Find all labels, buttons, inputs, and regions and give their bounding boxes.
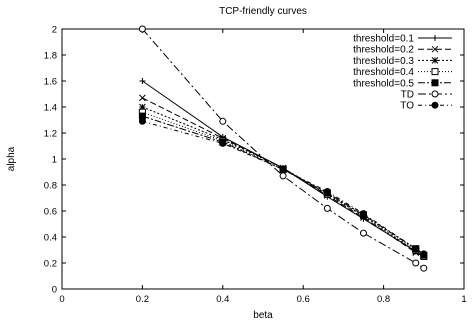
data-point (420, 264, 428, 272)
legend-label: threshold=0.5 (353, 78, 414, 89)
legend-label: TO (400, 101, 414, 112)
legend-marker (431, 68, 439, 76)
data-point (360, 229, 367, 237)
data-point (323, 204, 331, 212)
y-axis: 0 0.2 0.4 0.6 0.8 1 1.2 1.4 1.6 1.8 2 (44, 25, 464, 296)
data-point (412, 259, 420, 267)
y-tick-label: 1 (52, 155, 57, 166)
series-6 (138, 117, 428, 258)
legend-entry: TD (401, 90, 452, 101)
series-2 (139, 103, 428, 260)
legend-marker (431, 101, 439, 109)
legend-label: threshold=0.3 (353, 56, 414, 67)
legend-marker (431, 45, 439, 53)
y-tick-label: 0.8 (44, 181, 57, 192)
legend-entry: threshold=0.4 (353, 67, 452, 78)
x-tick-label: 1 (461, 294, 466, 305)
legend-marker (432, 35, 438, 41)
series-group (138, 25, 428, 272)
y-tick-label: 1.6 (44, 77, 57, 88)
data-point (360, 210, 367, 218)
legend-label: threshold=0.2 (353, 45, 414, 56)
series-line (142, 120, 425, 255)
data-point (139, 78, 146, 84)
series-3 (138, 108, 428, 260)
legend-marker (431, 79, 439, 87)
legend-entry: threshold=0.5 (353, 78, 452, 89)
data-point (139, 94, 146, 102)
x-axis-label: beta (253, 310, 273, 321)
y-tick-label: 1.8 (44, 51, 57, 62)
data-point (323, 188, 331, 195)
data-point (219, 139, 227, 147)
data-point (138, 25, 146, 33)
y-tick-label: 0.2 (44, 259, 57, 270)
x-tick-label: 0.8 (377, 294, 390, 305)
y-tick-label: 0 (52, 285, 57, 296)
x-tick-label: 0 (59, 294, 64, 305)
legend-label: TD (401, 90, 414, 101)
legend: threshold=0.1threshold=0.2threshold=0.3t… (353, 34, 452, 112)
data-point (219, 117, 227, 125)
series-line (142, 111, 425, 257)
legend-entry: TO (400, 101, 452, 112)
chart-title: TCP-friendly curves (219, 6, 307, 17)
y-tick-label: 0.6 (44, 207, 57, 218)
data-point (412, 245, 420, 253)
data-point (279, 165, 287, 173)
series-4 (138, 112, 428, 259)
series-line (142, 115, 425, 256)
legend-entry: threshold=0.1 (353, 34, 452, 45)
data-point (279, 172, 287, 180)
y-tick-label: 2 (52, 25, 57, 36)
x-tick-label: 0.4 (216, 294, 229, 305)
y-tick-label: 0.4 (44, 233, 57, 244)
x-tick-label: 0.2 (136, 294, 149, 305)
legend-label: threshold=0.1 (353, 34, 414, 45)
legend-entry: threshold=0.3 (353, 56, 452, 67)
legend-label: threshold=0.4 (353, 67, 414, 78)
series-5 (138, 25, 428, 272)
data-point (138, 117, 146, 125)
legend-entry: threshold=0.2 (353, 45, 452, 56)
data-point (420, 250, 428, 258)
legend-marker (431, 90, 439, 98)
legend-marker (431, 57, 439, 64)
x-tick-label: 0.6 (297, 294, 310, 305)
y-tick-label: 1.4 (44, 103, 57, 114)
y-tick-label: 1.2 (44, 129, 57, 140)
y-axis-label: alpha (6, 146, 17, 171)
